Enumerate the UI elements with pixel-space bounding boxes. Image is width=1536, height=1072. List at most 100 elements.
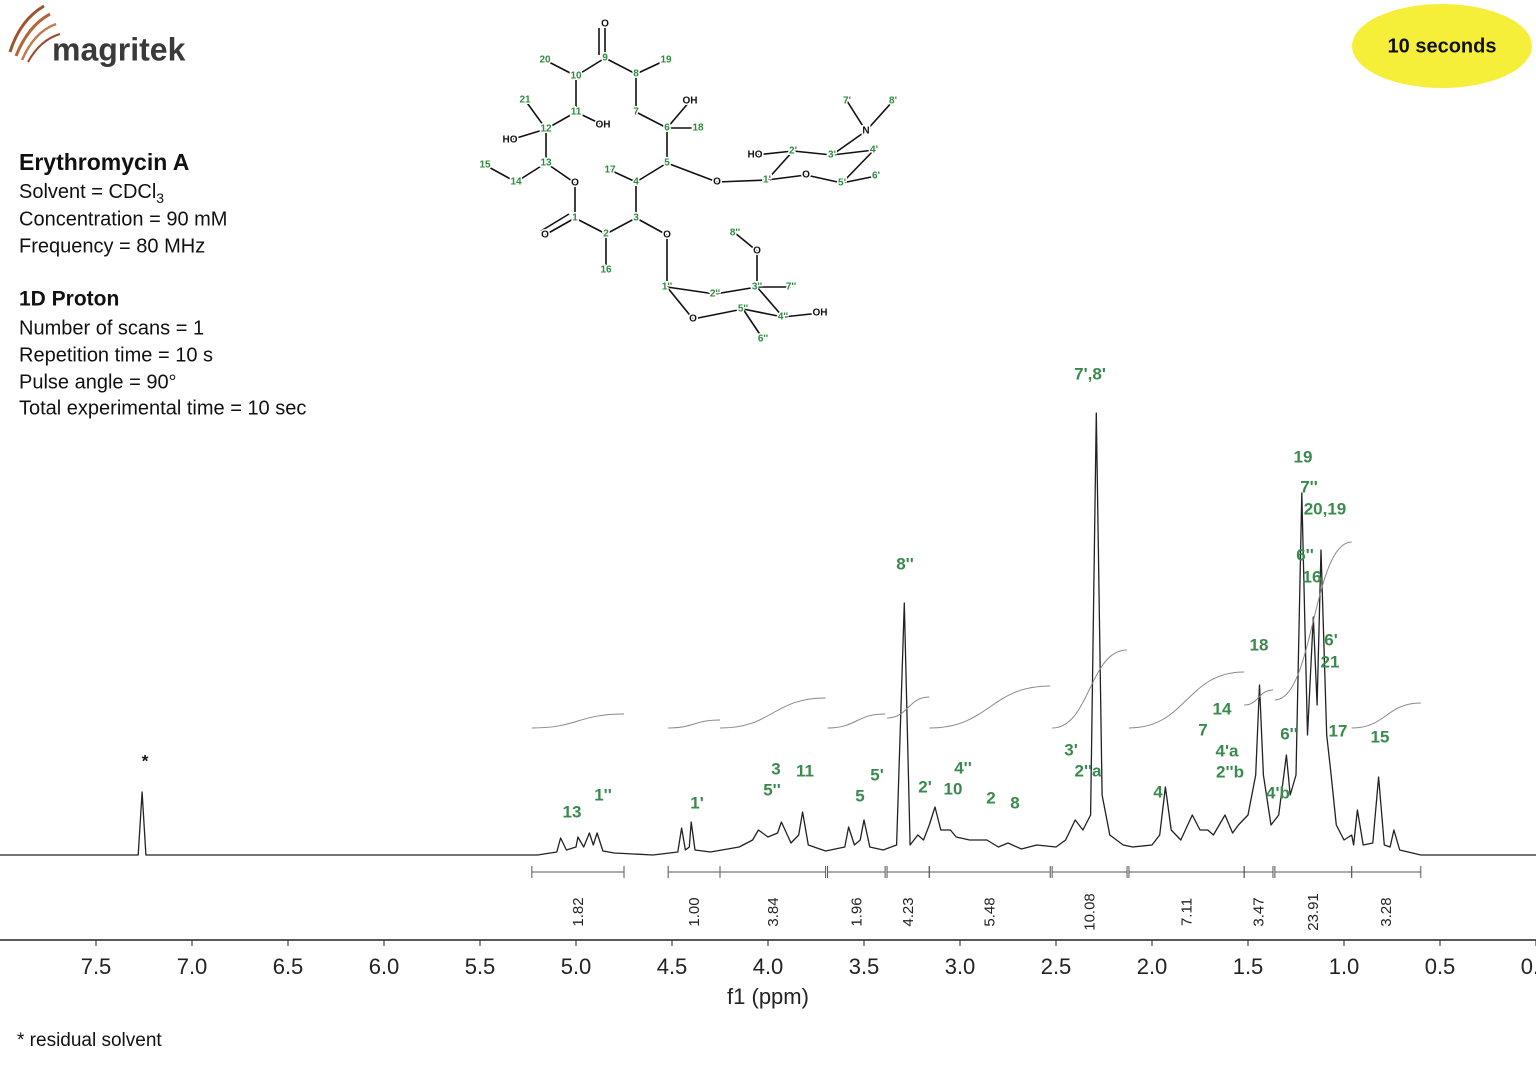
atom-label: OH <box>683 96 698 107</box>
spectrum-line <box>0 412 1536 856</box>
logo: magritek <box>8 4 186 67</box>
integral-curve <box>531 713 625 729</box>
peak-label: 6'' <box>1296 545 1314 564</box>
atom-label: O <box>571 178 579 189</box>
atom-label: 3'' <box>752 282 762 293</box>
atom-label: 12 <box>540 124 552 135</box>
bond <box>766 150 794 181</box>
peak-label: 4'a <box>1216 741 1239 760</box>
atom-label: 6'' <box>758 334 768 345</box>
peak-label: 6'' <box>1280 724 1298 743</box>
peak-label: 17 <box>1329 721 1348 740</box>
atom-label: 9 <box>602 53 608 64</box>
x-tick-label: 7.5 <box>81 954 112 979</box>
peak-label: 16 <box>1303 567 1322 586</box>
peak-label: 2''a <box>1075 761 1103 780</box>
x-tick-label: 4.0 <box>753 954 784 979</box>
bond <box>841 175 877 184</box>
atom-label: N <box>862 126 869 137</box>
bond <box>666 286 694 320</box>
atom-label: O <box>601 19 609 30</box>
integral-curve <box>668 719 721 729</box>
atom-label: 1 <box>572 213 578 224</box>
info-line: Concentration = 90 mM <box>19 208 227 230</box>
peak-label: 6' <box>1324 630 1338 649</box>
bond <box>666 100 691 129</box>
x-tick-label: 1.0 <box>1329 954 1360 979</box>
peak-label: 11 <box>796 761 814 780</box>
x-tick-label: 1.5 <box>1233 954 1264 979</box>
integral-curve <box>1128 671 1245 729</box>
x-tick-label: 4.5 <box>657 954 688 979</box>
integral-label: 1.96 <box>848 897 865 926</box>
bond <box>515 162 547 183</box>
info-line: Pulse angle = 90° <box>19 371 177 393</box>
atom-label: HO <box>748 150 763 161</box>
x-tick-label: 6.0 <box>369 954 400 979</box>
x-tick-label: 7.0 <box>177 954 208 979</box>
peak-label: 1'' <box>594 785 612 804</box>
peak-label: 2' <box>918 777 932 796</box>
x-tick-label: 3.0 <box>945 954 976 979</box>
peak-label: 18 <box>1250 635 1269 654</box>
peak-label: 21 <box>1321 652 1340 671</box>
peak-label: 1' <box>690 793 704 812</box>
integral-label: 3.28 <box>1378 897 1395 926</box>
bond <box>635 217 668 236</box>
atom-label: 10 <box>570 71 582 82</box>
peak-label: 5'' <box>763 780 781 799</box>
peak-label: 7 <box>1198 720 1207 739</box>
bond <box>766 174 807 181</box>
bond <box>544 59 577 77</box>
integral-bracket <box>1274 866 1353 878</box>
peak-label: 4'b <box>1266 783 1290 802</box>
bond <box>846 100 867 132</box>
bond <box>524 99 547 130</box>
bond <box>831 130 867 156</box>
bond <box>509 128 547 141</box>
atom-label: 20 <box>539 55 551 66</box>
atom-label: 4' <box>870 145 878 156</box>
bond <box>540 213 570 232</box>
logo-text: magritek <box>52 31 186 67</box>
bond <box>792 150 833 156</box>
peak-label: 19 <box>1294 447 1313 466</box>
bond <box>831 149 875 156</box>
x-tick-label: 0.5 <box>1425 954 1456 979</box>
bond <box>716 179 768 183</box>
atom-label: O <box>713 177 721 188</box>
bond <box>714 286 758 295</box>
atom-label: 7 <box>633 107 639 118</box>
info-line: Total experimental time = 10 sec <box>19 397 306 419</box>
atom-label: 5'' <box>738 304 748 315</box>
peak-label: 7',8' <box>1074 364 1106 383</box>
atom-label: O <box>753 246 761 257</box>
integral-curve <box>719 697 826 729</box>
atom-label: 4'' <box>778 312 788 323</box>
integral-label: 1.00 <box>686 897 703 926</box>
peak-label: 7'' <box>1300 477 1318 496</box>
x-tick-label: 6.5 <box>273 954 304 979</box>
atom-label: 1' <box>763 175 771 186</box>
atom-label: 8'' <box>730 228 740 239</box>
integral-label: 3.47 <box>1251 897 1268 926</box>
integral-bracket <box>1243 866 1274 878</box>
bond <box>666 286 716 295</box>
bond <box>666 162 718 183</box>
x-axis-label: f1 (ppm) <box>727 984 809 1009</box>
bond <box>782 312 821 318</box>
bond <box>605 217 637 235</box>
badge <box>1352 4 1532 88</box>
atom-label: 13 <box>540 158 552 169</box>
badge-text: 10 seconds <box>1388 35 1497 57</box>
footnote: * residual solvent <box>17 1030 162 1051</box>
atom-label: 2 <box>603 229 609 240</box>
atom-label: OH <box>596 120 611 131</box>
atom-label: 3 <box>633 213 639 224</box>
atom-label: 4 <box>633 177 639 188</box>
integral-bracket <box>1351 866 1422 878</box>
x-tick-label: 2.0 <box>1137 954 1168 979</box>
x-tick-label: 3.5 <box>849 954 880 979</box>
x-tick-label: 5.5 <box>465 954 496 979</box>
integral-label: 10.08 <box>1082 893 1099 931</box>
